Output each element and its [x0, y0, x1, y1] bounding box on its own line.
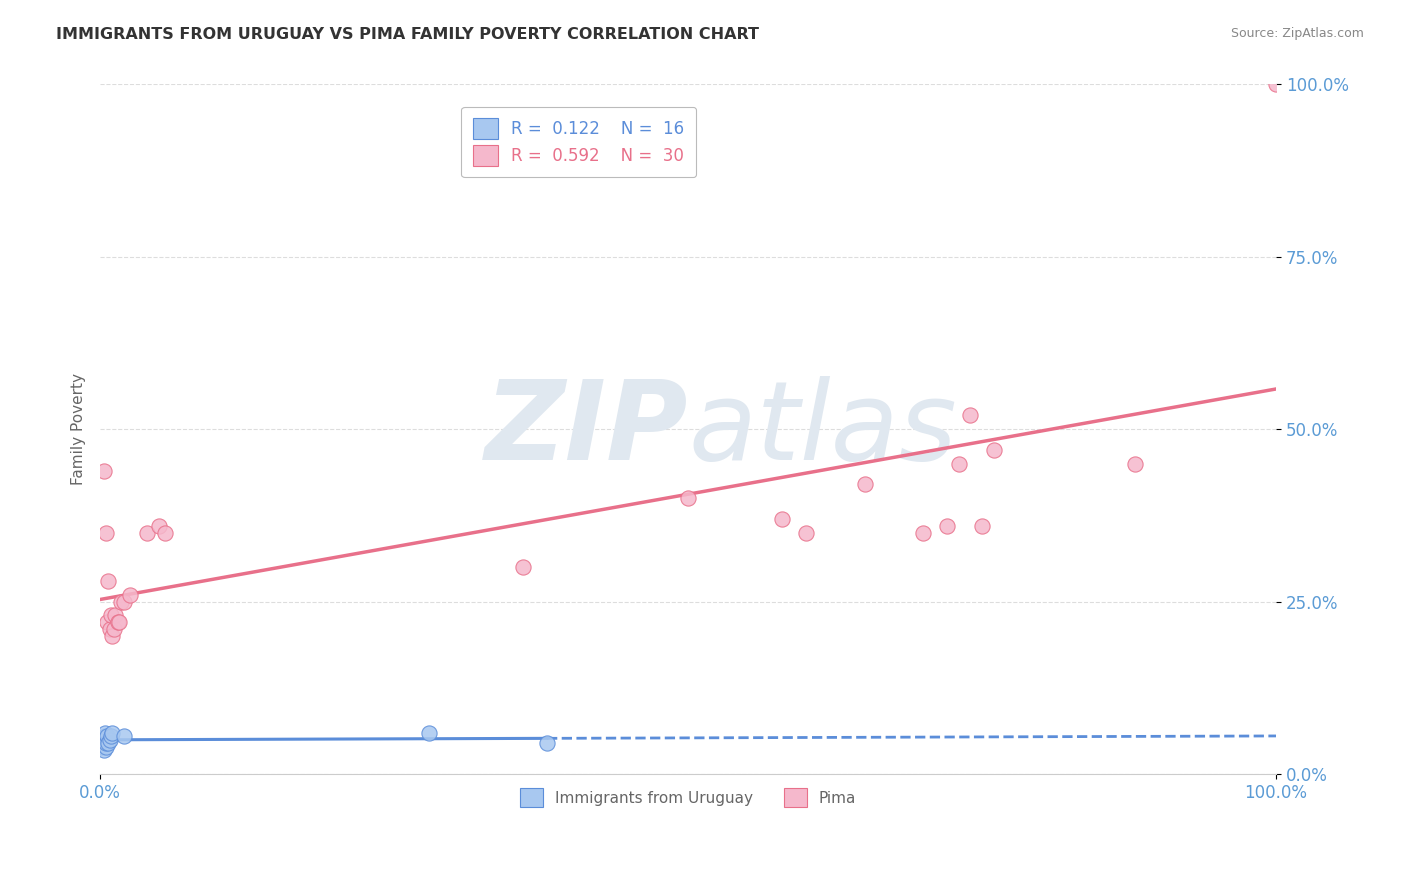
- Point: [94, 739, 117, 754]
- Point: [107, 615, 129, 630]
- Point: [91, 732, 114, 747]
- Point: [148, 519, 170, 533]
- Point: [1265, 78, 1288, 92]
- Point: [93, 732, 115, 747]
- Point: [94, 725, 117, 739]
- Point: [512, 560, 534, 574]
- Point: [104, 608, 127, 623]
- Point: [912, 525, 935, 540]
- Point: [101, 725, 124, 739]
- Point: [136, 525, 159, 540]
- Point: [103, 622, 125, 636]
- Point: [98, 622, 121, 636]
- Text: atlas: atlas: [688, 376, 956, 483]
- Legend: Immigrants from Uruguay, Pima: Immigrants from Uruguay, Pima: [512, 780, 863, 814]
- Point: [96, 729, 118, 743]
- Point: [676, 491, 699, 506]
- Point: [1123, 457, 1146, 471]
- Point: [153, 525, 176, 540]
- Point: [94, 736, 117, 750]
- Point: [101, 629, 124, 643]
- Point: [97, 574, 120, 588]
- Point: [94, 525, 117, 540]
- Point: [853, 477, 876, 491]
- Point: [93, 743, 115, 757]
- Point: [972, 519, 994, 533]
- Text: IMMIGRANTS FROM URUGUAY VS PIMA FAMILY POVERTY CORRELATION CHART: IMMIGRANTS FROM URUGUAY VS PIMA FAMILY P…: [56, 27, 759, 42]
- Point: [983, 442, 1005, 457]
- Point: [96, 615, 118, 630]
- Point: [94, 729, 117, 743]
- Point: [100, 729, 122, 743]
- Point: [112, 729, 135, 743]
- Point: [770, 512, 793, 526]
- Point: [794, 525, 817, 540]
- Text: Source: ZipAtlas.com: Source: ZipAtlas.com: [1230, 27, 1364, 40]
- Point: [112, 595, 135, 609]
- Y-axis label: Family Poverty: Family Poverty: [72, 373, 86, 485]
- Point: [98, 732, 121, 747]
- Point: [118, 588, 141, 602]
- Point: [91, 739, 114, 754]
- Point: [108, 615, 131, 630]
- Point: [935, 519, 957, 533]
- Point: [97, 736, 120, 750]
- Point: [948, 457, 970, 471]
- Point: [418, 725, 440, 739]
- Point: [93, 464, 115, 478]
- Point: [959, 409, 981, 423]
- Point: [100, 608, 122, 623]
- Text: ZIP: ZIP: [485, 376, 688, 483]
- Point: [110, 595, 132, 609]
- Point: [536, 736, 558, 750]
